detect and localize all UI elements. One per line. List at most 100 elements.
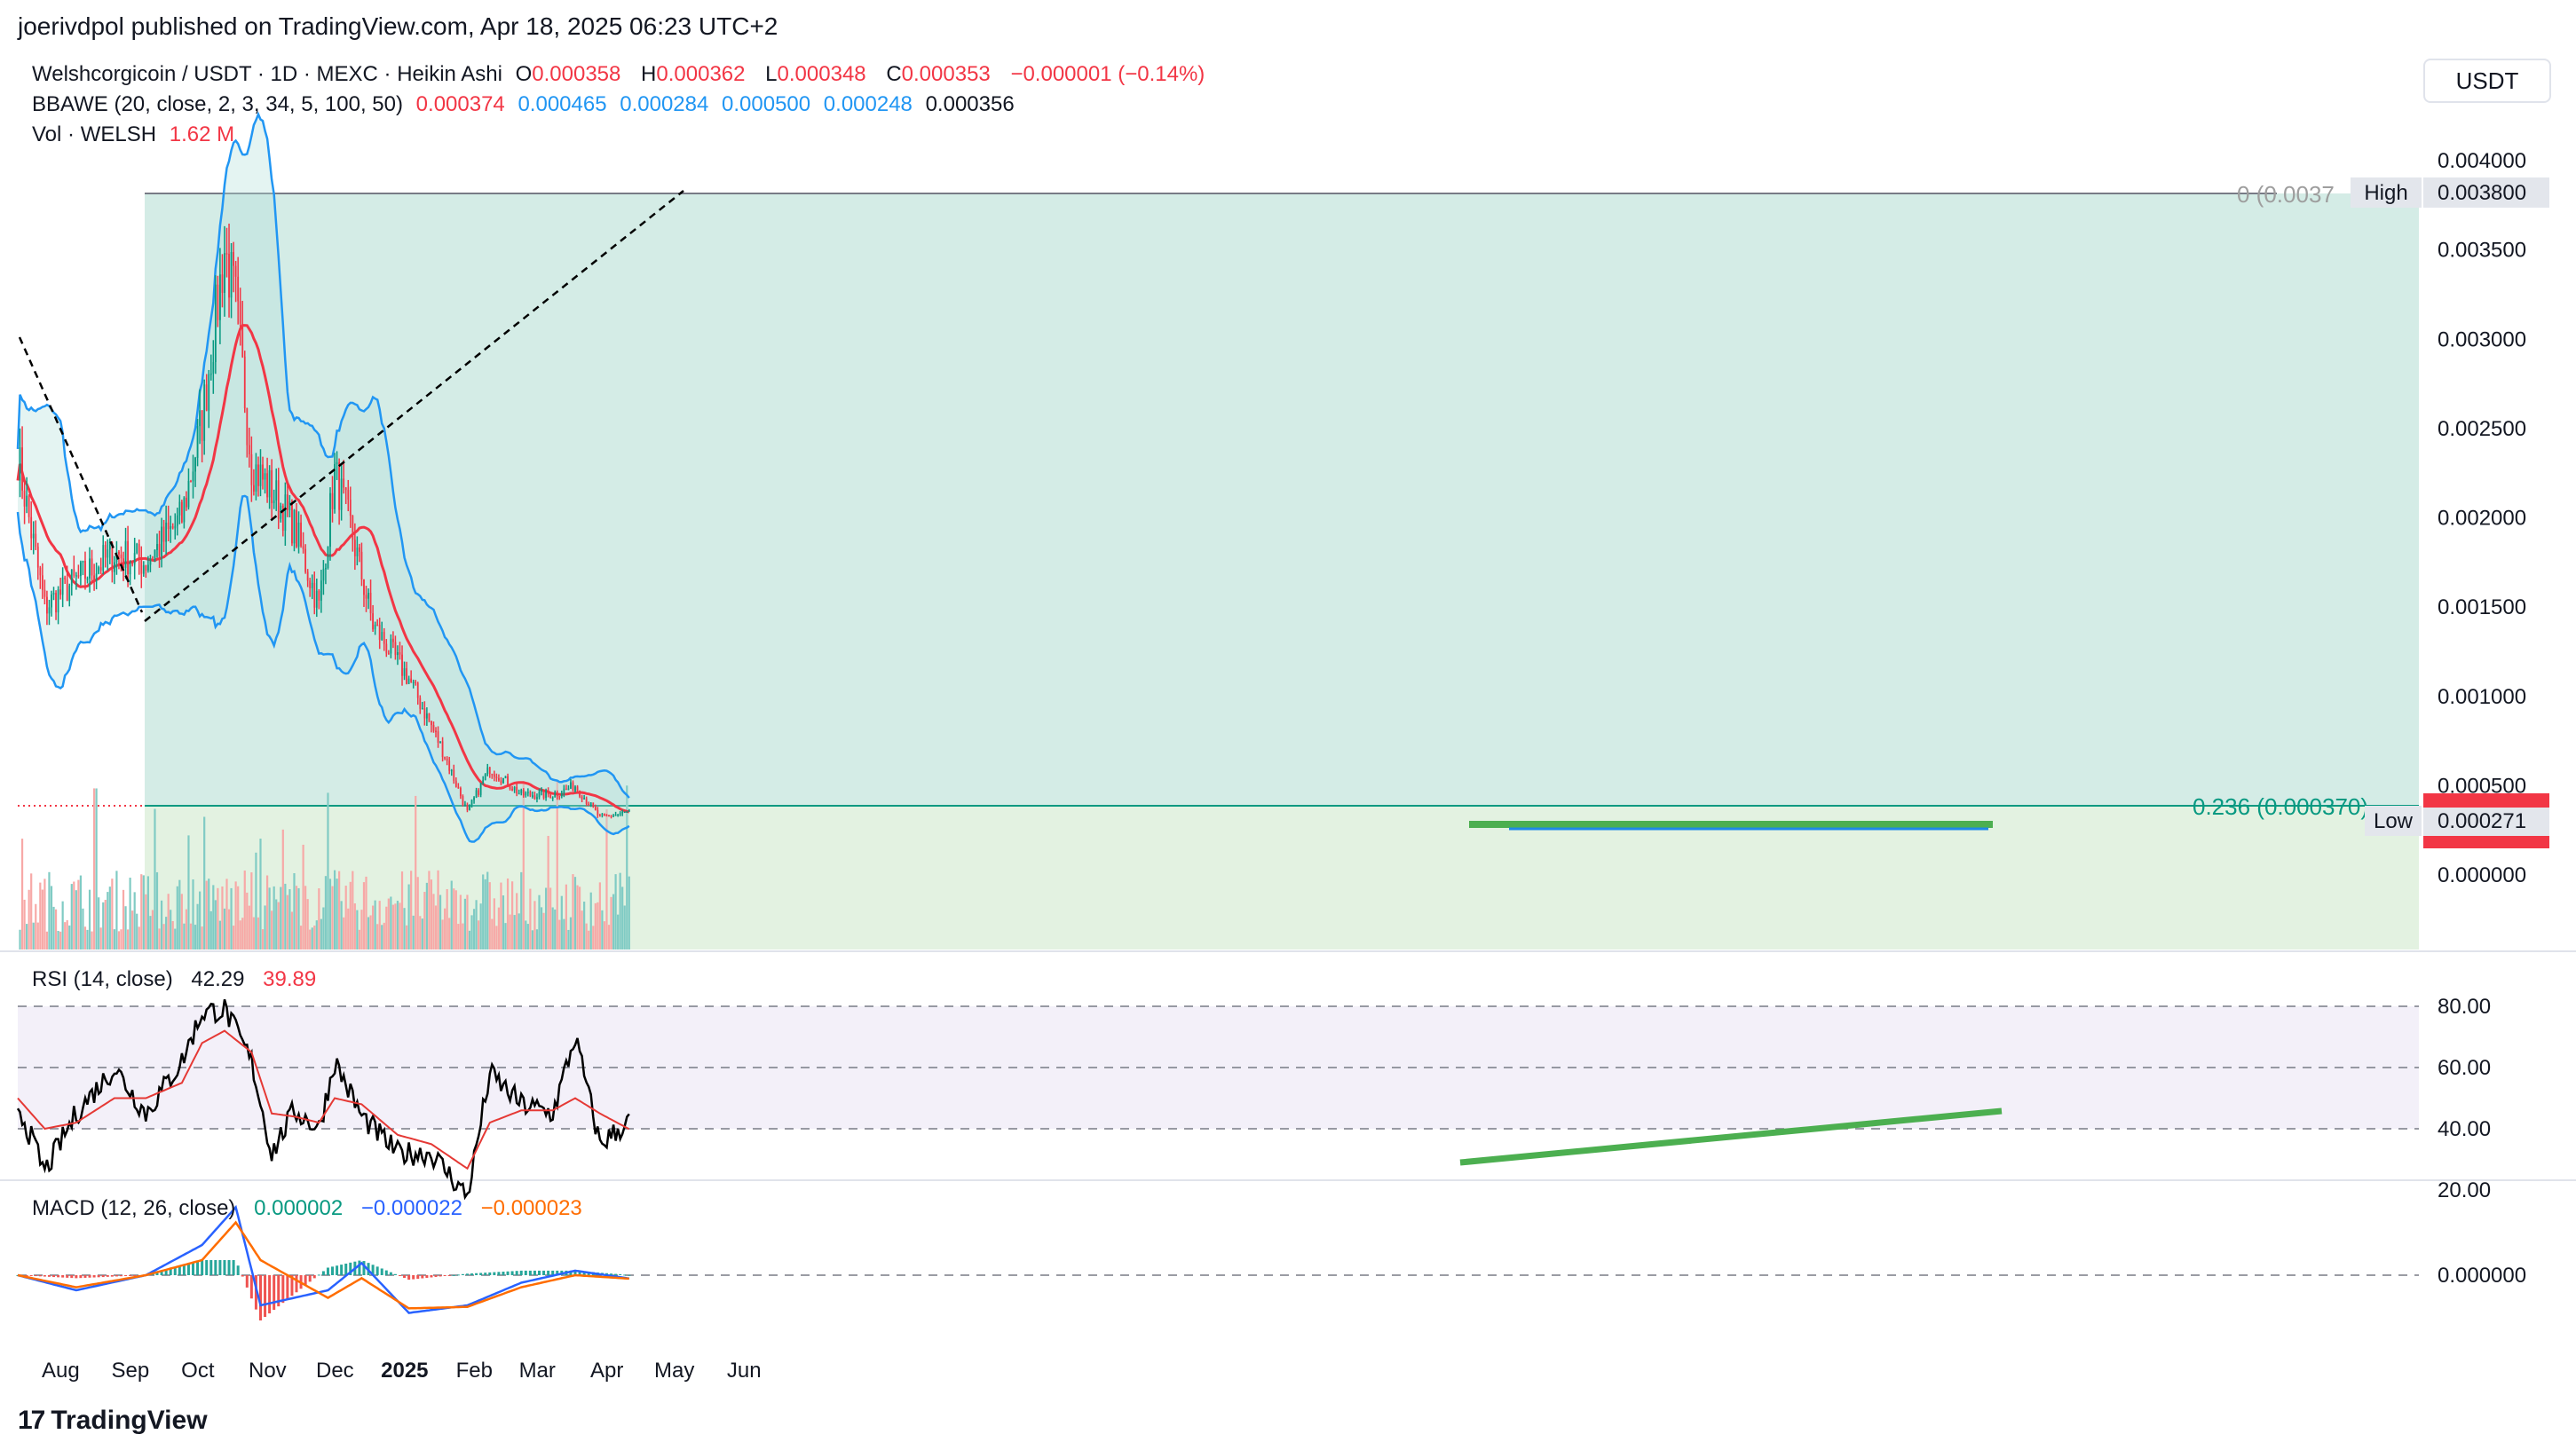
candle-body <box>563 788 565 793</box>
macd-histogram-bar <box>447 1275 451 1276</box>
volume-bar <box>91 931 93 950</box>
candle-body <box>360 551 363 580</box>
volume-bar <box>23 899 26 950</box>
candle-body <box>35 533 37 548</box>
volume-bar <box>567 929 570 950</box>
volume-bar <box>594 902 597 950</box>
candle-body <box>36 547 39 568</box>
volume-bar <box>189 923 193 950</box>
candle-body <box>318 590 320 601</box>
volume-bar <box>607 925 611 950</box>
volume-bar <box>315 920 318 950</box>
volume-bar <box>576 885 579 950</box>
candle-body <box>359 547 360 552</box>
candle-body <box>457 786 460 789</box>
volume-bar <box>560 895 563 950</box>
price-tick-label: 0.001500 <box>2438 595 2526 619</box>
candle-body <box>302 546 304 549</box>
macd-histogram-bar <box>510 1271 514 1275</box>
macd-histogram-bar <box>101 1275 105 1278</box>
volume-bar <box>468 930 471 950</box>
macd-histogram-bar <box>205 1260 209 1275</box>
time-axis[interactable]: Aug Sep Oct Nov Dec 2025 Feb Mar Apr May Jun <box>42 1359 762 1383</box>
candle-body <box>470 800 473 805</box>
volume-bar <box>628 876 630 950</box>
macd-histogram-bar <box>389 1272 392 1275</box>
candle-body <box>556 792 558 797</box>
lower-band-line <box>16 494 630 843</box>
candle-body <box>479 783 482 795</box>
high-value: 0.000362 <box>656 62 746 86</box>
macd-histogram-bar <box>582 1271 586 1275</box>
currency-button[interactable]: USDT <box>2423 59 2551 103</box>
time-axis-label: 2025 <box>381 1359 428 1383</box>
macd-histogram-bar <box>119 1275 122 1277</box>
rsi-legend[interactable]: RSI (14, close) 42.29 39.89 <box>32 967 316 992</box>
candle-body <box>306 571 309 581</box>
volume-bar <box>533 901 536 950</box>
candle-body <box>491 773 494 776</box>
volume-bar <box>617 914 620 950</box>
candle-body <box>201 410 203 441</box>
macd-histogram-bar <box>110 1275 114 1277</box>
volume-bar <box>66 920 68 950</box>
candle-body <box>334 463 336 509</box>
volume-bar <box>583 902 586 950</box>
volume-bar <box>30 873 33 950</box>
macd-histogram-bar <box>573 1270 577 1275</box>
candle-body <box>378 625 381 640</box>
macd-histogram-bar <box>106 1275 109 1277</box>
volume-bar <box>376 924 379 950</box>
volume-bar <box>623 905 626 950</box>
volume-bar <box>344 886 347 950</box>
candle-body <box>570 782 572 789</box>
volume-bar <box>183 923 186 950</box>
volume-legend[interactable]: Vol · WELSH 1.62 M <box>32 122 241 147</box>
macd-histogram-bar <box>295 1275 298 1293</box>
macd-legend[interactable]: MACD (12, 26, close) 0.000002 −0.000022 … <box>32 1196 582 1221</box>
candle-body <box>338 461 341 510</box>
candle-body <box>146 564 149 571</box>
rsi-tick-label: 40.00 <box>2438 1117 2491 1141</box>
candle-body <box>59 589 62 595</box>
volume-bar <box>538 894 541 950</box>
bbawe-legend[interactable]: BBAWE (20, close, 2, 3, 34, 5, 100, 50) … <box>32 92 1022 117</box>
volume-bar <box>277 902 280 950</box>
macd-histogram-bar <box>192 1262 195 1275</box>
volume-bar <box>450 880 453 950</box>
macd-histogram-bar <box>506 1271 510 1275</box>
trendline-up-dashed <box>144 190 684 622</box>
candle-body <box>533 795 536 800</box>
volume-bar <box>268 887 271 950</box>
volume-bar <box>407 884 410 950</box>
volume-bar <box>529 888 532 950</box>
candle-body <box>604 814 605 816</box>
volume-bar <box>154 808 156 950</box>
candle-body <box>162 526 165 542</box>
macd-histogram-bar <box>533 1270 536 1275</box>
candle-body <box>205 384 208 411</box>
volume-bar <box>518 913 520 950</box>
symbol-name[interactable]: Welshcorgicoin / USDT · 1D · MEXC · Heik… <box>32 62 502 86</box>
candle-body <box>518 792 520 795</box>
candle-body <box>152 559 154 562</box>
candle-body <box>531 795 533 797</box>
macd-histogram-bar <box>358 1260 361 1275</box>
macd-histogram-bar <box>133 1275 137 1276</box>
price-axis[interactable]: 0.004000 0.003500 0.003000 0.002500 0.002000… <box>2438 149 2526 887</box>
candle-body <box>209 373 212 375</box>
macd-axis[interactable]: 0.000000 <box>2438 1264 2526 1288</box>
high-label: H <box>641 62 657 86</box>
volume-bar <box>509 914 511 950</box>
candle-body <box>441 741 444 758</box>
rsi-axis[interactable]: 80.00 60.00 40.00 20.00 <box>2438 995 2491 1202</box>
volume-bar <box>138 926 140 950</box>
macd-histogram-bar <box>344 1263 348 1275</box>
macd-histogram-bar <box>502 1272 505 1275</box>
tradingview-logo[interactable]: 17 TradingView <box>18 1406 208 1436</box>
volume-bar <box>502 895 505 950</box>
volume-bar <box>306 899 309 950</box>
volume-bar <box>396 901 399 950</box>
candle-body <box>194 457 196 472</box>
